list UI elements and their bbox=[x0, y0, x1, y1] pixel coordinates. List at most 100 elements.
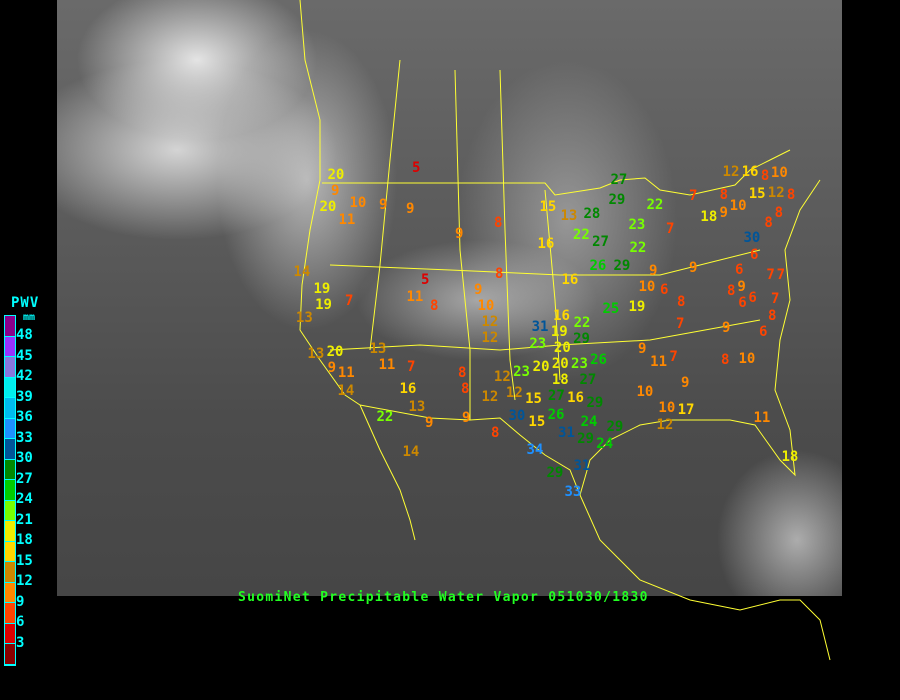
legend-swatch bbox=[5, 480, 15, 501]
station-pwv-value: 27 bbox=[610, 172, 628, 188]
station-pwv-value: 8 bbox=[430, 298, 439, 314]
station-pwv-value: 15 bbox=[539, 199, 557, 215]
station-pwv-value: 20 bbox=[551, 355, 569, 372]
station-pwv-value: 16 bbox=[741, 164, 759, 180]
station-pwv-value: 9 bbox=[379, 197, 388, 213]
station-pwv-value: 24 bbox=[580, 414, 598, 431]
station-pwv-value: 30 bbox=[508, 408, 526, 424]
station-pwv-value: 28 bbox=[583, 206, 601, 222]
station-pwv-value: 27 bbox=[547, 387, 565, 404]
station-pwv-value: 7 bbox=[345, 293, 354, 309]
station-pwv-value: 9 bbox=[681, 375, 690, 391]
station-pwv-value: 18 bbox=[551, 371, 569, 388]
legend-swatch bbox=[5, 603, 15, 624]
legend-tick-label: 36 bbox=[16, 409, 33, 425]
station-pwv-value: 9 bbox=[327, 360, 337, 377]
station-pwv-value: 8 bbox=[727, 283, 736, 299]
station-pwv-value: 11 bbox=[337, 365, 355, 381]
pwv-color-scale bbox=[4, 315, 16, 666]
station-pwv-value: 10 bbox=[477, 298, 495, 315]
legend-swatch bbox=[5, 336, 15, 357]
legend-tick-label: 45 bbox=[16, 347, 33, 364]
map-caption: SuomiNet Precipitable Water Vapor 051030… bbox=[238, 590, 649, 605]
station-pwv-value: 11 bbox=[406, 288, 424, 305]
station-pwv-value: 8 bbox=[461, 381, 470, 398]
station-pwv-value: 23 bbox=[628, 217, 646, 233]
station-pwv-value: 8 bbox=[764, 215, 773, 231]
station-pwv-value: 7 bbox=[407, 359, 416, 375]
legend-tick-label: 3 bbox=[16, 634, 25, 651]
station-pwv-value: 7 bbox=[689, 188, 698, 204]
legend-swatch bbox=[5, 418, 15, 439]
station-pwv-value: 8 bbox=[774, 205, 784, 221]
station-pwv-value: 31 bbox=[573, 458, 591, 474]
station-pwv-value: 7 bbox=[771, 291, 780, 308]
station-pwv-value: 11 bbox=[753, 410, 771, 426]
station-pwv-value: 7 bbox=[776, 267, 786, 283]
mexico-coast bbox=[579, 494, 831, 661]
station-pwv-value: 8 bbox=[721, 352, 730, 368]
station-pwv-value: 29 bbox=[613, 258, 631, 274]
station-pwv-value: 9 bbox=[722, 320, 731, 336]
station-pwv-value: 7 bbox=[766, 267, 775, 283]
station-pwv-value: 20 bbox=[553, 339, 571, 356]
station-pwv-value: 22 bbox=[629, 240, 647, 256]
station-pwv-value: 12 bbox=[481, 330, 499, 347]
legend-swatch bbox=[5, 439, 15, 460]
legend-swatch bbox=[5, 562, 15, 583]
station-pwv-value: 20 bbox=[327, 166, 345, 183]
station-pwv-value: 6 bbox=[759, 324, 768, 340]
station-pwv-value: 6 bbox=[738, 295, 747, 311]
legend-tick-label: 39 bbox=[16, 388, 33, 405]
station-pwv-value: 30 bbox=[743, 230, 761, 247]
station-pwv-value: 18 bbox=[700, 209, 718, 225]
legend-tick-label: 15 bbox=[16, 552, 33, 569]
station-pwv-value: 9 bbox=[331, 183, 340, 200]
station-pwv-value: 29 bbox=[606, 419, 624, 436]
station-pwv-value: 13 bbox=[560, 208, 578, 224]
legend-tick-label: 21 bbox=[16, 511, 33, 528]
station-pwv-value: 6 bbox=[735, 262, 744, 279]
station-pwv-value: 8 bbox=[786, 187, 796, 203]
station-pwv-value: 9 bbox=[425, 415, 434, 432]
state-lines bbox=[329, 249, 761, 276]
station-pwv-value: 10 bbox=[658, 400, 676, 417]
station-pwv-value: 6 bbox=[750, 246, 759, 263]
station-pwv-value: 12 bbox=[505, 385, 523, 401]
station-pwv-value: 33 bbox=[564, 484, 582, 500]
station-pwv-value: 6 bbox=[748, 290, 757, 306]
station-pwv-value: 29 bbox=[586, 395, 604, 411]
legend-tick-label: 33 bbox=[16, 429, 33, 446]
state-lines bbox=[329, 319, 761, 351]
station-pwv-value: 5 bbox=[421, 272, 430, 289]
legend-swatch bbox=[5, 623, 15, 644]
station-pwv-value: 11 bbox=[378, 357, 396, 373]
legend-tick-label: 18 bbox=[16, 532, 33, 548]
station-pwv-value: 22 bbox=[646, 197, 664, 213]
station-pwv-value: 16 bbox=[399, 381, 417, 397]
legend-title: PWV bbox=[11, 295, 40, 311]
station-pwv-value: 29 bbox=[608, 192, 626, 208]
station-pwv-value: 10 bbox=[770, 165, 788, 181]
legend-tick-label: 24 bbox=[16, 491, 33, 507]
station-pwv-value: 8 bbox=[491, 425, 500, 441]
station-pwv-value: 10 bbox=[729, 198, 747, 214]
station-pwv-value: 22 bbox=[572, 227, 590, 243]
legend-swatch bbox=[5, 398, 15, 419]
baja bbox=[359, 404, 416, 541]
west-coast bbox=[299, 0, 361, 406]
station-pwv-value: 13 bbox=[307, 346, 325, 362]
station-pwv-value: 23 bbox=[571, 355, 588, 372]
station-pwv-value: 15 bbox=[525, 391, 542, 407]
station-pwv-value: 5 bbox=[412, 160, 421, 176]
station-pwv-value: 13 bbox=[408, 398, 426, 415]
station-pwv-value: 27 bbox=[579, 371, 597, 388]
station-pwv-value: 14 bbox=[293, 264, 311, 280]
station-pwv-value: 9 bbox=[719, 205, 728, 221]
station-pwv-value: 31 bbox=[531, 319, 549, 336]
station-pwv-value: 7 bbox=[669, 349, 678, 365]
station-pwv-value: 20 bbox=[326, 343, 344, 360]
station-pwv-value: 29 bbox=[577, 430, 594, 447]
station-pwv-value: 25 bbox=[602, 301, 620, 317]
